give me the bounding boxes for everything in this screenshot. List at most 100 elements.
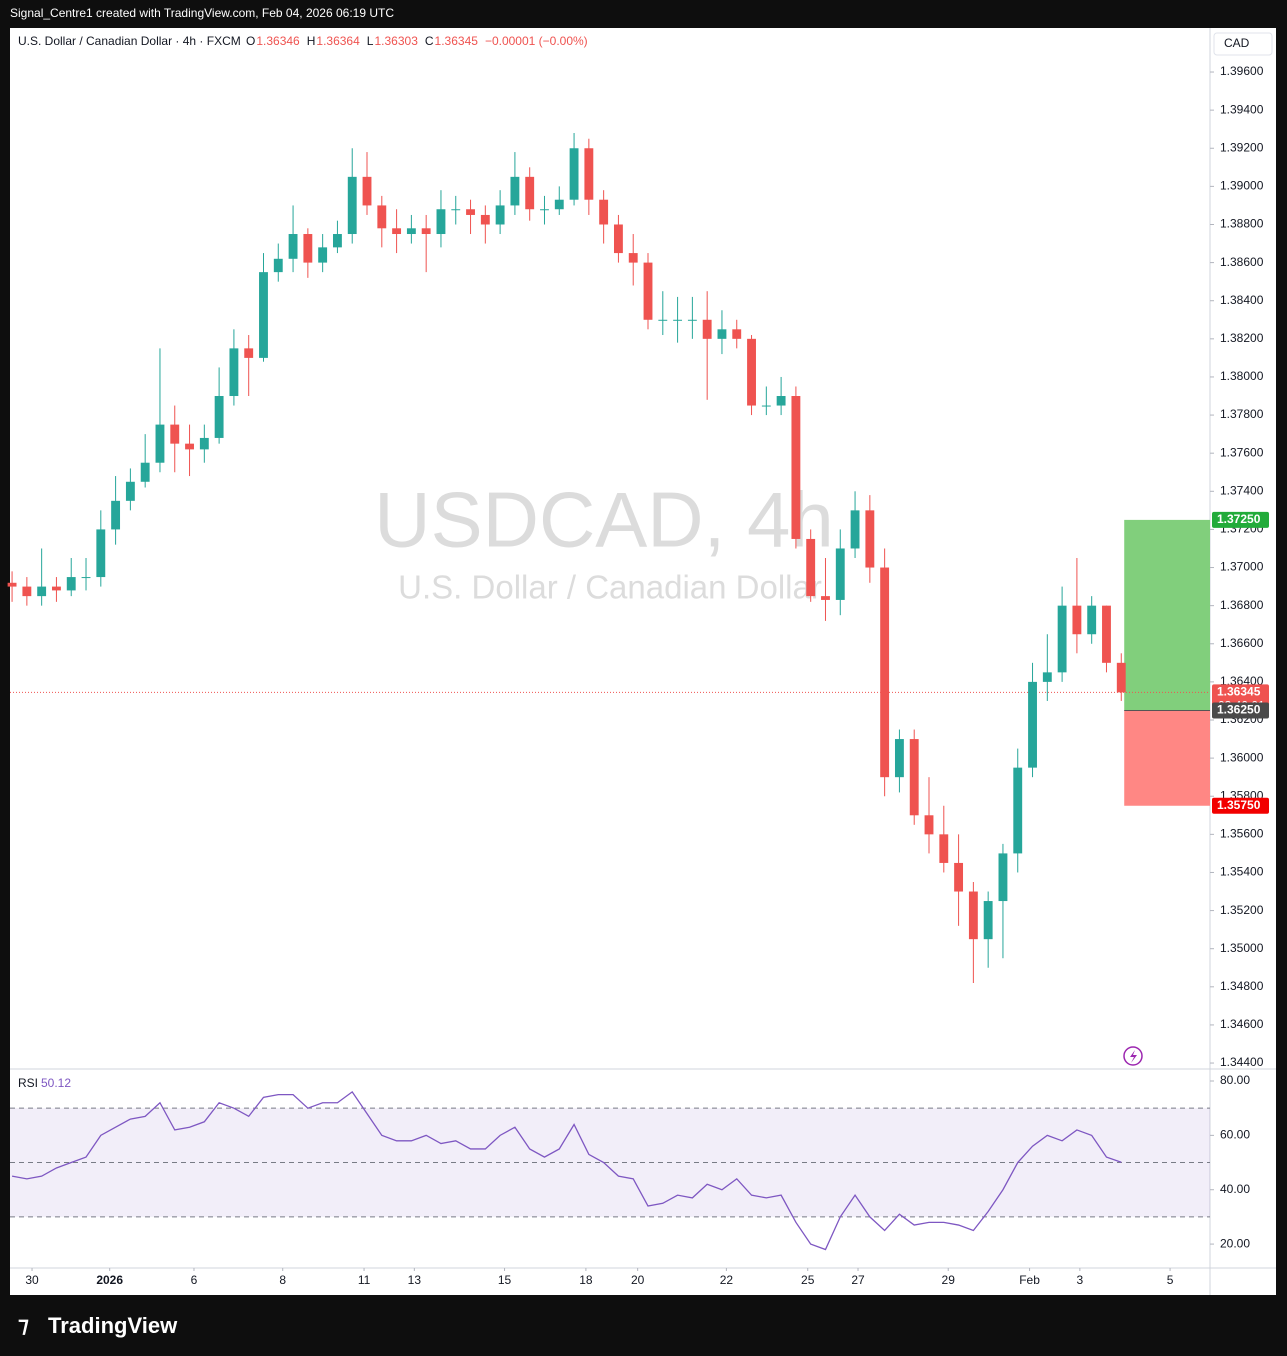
candle-body (643, 262, 653, 320)
candle-body (155, 424, 165, 463)
candle-body (1087, 605, 1097, 635)
y-tick-label: 1.38600 (1220, 255, 1264, 269)
y-tick-label: 1.37600 (1220, 445, 1264, 459)
candle-body (273, 258, 283, 273)
candle-body (96, 529, 106, 578)
candle-body (259, 272, 268, 358)
candle-body (924, 815, 934, 835)
candle-body (318, 247, 328, 263)
candle-body (362, 176, 372, 206)
candle-body (214, 396, 224, 438)
x-tick-label: 22 (720, 1273, 734, 1287)
candle-body (894, 739, 904, 778)
y-tick-label: 1.36600 (1220, 636, 1264, 650)
legend-key: C (425, 34, 434, 48)
candle-body (199, 437, 209, 450)
candle-body (377, 205, 387, 229)
currency: CAD (1224, 36, 1250, 50)
brand-logo: ⁊ (18, 1312, 29, 1337)
candle-body (7, 582, 17, 587)
y-tick-label: 1.38200 (1220, 331, 1264, 345)
candle-body (495, 205, 505, 225)
candle-body (421, 228, 431, 235)
legend-key: H (307, 34, 316, 48)
candle-body (1072, 605, 1082, 635)
lightning-icon[interactable] (1123, 1046, 1143, 1066)
candle-body (466, 209, 475, 215)
y-tick-label: 1.38000 (1220, 369, 1264, 383)
candle-body (717, 329, 727, 339)
y-tick-label: 1.35000 (1220, 941, 1264, 955)
candle-body (761, 405, 771, 407)
currency-button[interactable] (1213, 32, 1273, 56)
candle-body (436, 209, 446, 235)
candle-body (702, 319, 712, 339)
stop-zone (1124, 710, 1210, 806)
brand: TradingView (48, 1313, 178, 1338)
candle-body (909, 739, 919, 816)
candle-body (584, 148, 594, 200)
x-tick-label: 8 (279, 1273, 286, 1287)
candle-body (510, 176, 520, 206)
legend-key: O (246, 34, 255, 48)
x-tick-label: 29 (942, 1273, 956, 1287)
candle-body (687, 319, 697, 321)
candle-body (1102, 605, 1111, 663)
candle-body (806, 538, 816, 597)
candle-body (406, 228, 416, 235)
last-price-label: 1.36345 (1217, 685, 1261, 699)
watermark-ticker: USDCAD, 4h (374, 476, 833, 564)
watermark-name: U.S. Dollar / Canadian Dollar (398, 569, 822, 606)
candle-body (791, 396, 801, 539)
chart-area (10, 28, 1276, 1295)
candle-body (968, 891, 978, 940)
legend-value: 1.36345 (435, 34, 479, 48)
candle-body (244, 348, 254, 358)
y-tick-label: 1.36800 (1220, 598, 1264, 612)
y-tick-label: 1.35400 (1220, 865, 1264, 879)
x-tick-label: 20 (631, 1273, 645, 1287)
candle-body (747, 338, 756, 406)
candle-body (1042, 672, 1052, 682)
x-tick-label: 5 (1167, 1273, 1174, 1287)
candle-body (392, 228, 402, 235)
y-tick-label: 1.34600 (1220, 1017, 1264, 1031)
y-tick-label: 1.38800 (1220, 217, 1264, 231)
candle-body (1028, 681, 1037, 768)
candle-body (983, 901, 993, 940)
y-tick-label: 1.34400 (1220, 1055, 1264, 1069)
candle-body (125, 481, 135, 501)
candle-body (1116, 662, 1126, 693)
candle-body (229, 348, 239, 397)
candle-body (613, 224, 623, 254)
candle-body (835, 548, 845, 600)
candle-body (480, 214, 490, 225)
y-tick-label: 1.37800 (1220, 407, 1264, 421)
y-tick-label: 1.39600 (1220, 64, 1264, 78)
candle-body (66, 577, 76, 591)
candle-body (998, 853, 1008, 902)
rsi-value: 50.12 (41, 1076, 71, 1090)
entry-label-bg (1212, 702, 1269, 719)
candle-body (1013, 767, 1023, 854)
legend-value: 1.36346 (256, 34, 300, 48)
x-tick-label: 30 (25, 1273, 39, 1287)
candle-body (185, 443, 194, 450)
entry-label: 1.36250 (1217, 703, 1261, 717)
rsi-y-tick-label: 20.00 (1220, 1236, 1250, 1250)
legend-symbol: U.S. Dollar / Canadian Dollar · 4h · FXC… (18, 34, 241, 48)
target-label-bg (1212, 511, 1269, 528)
legend-key: L (367, 34, 374, 48)
candle-body (451, 209, 461, 211)
caption: Signal_Centre1 created with TradingView.… (10, 6, 394, 20)
candle-body (170, 424, 180, 444)
candle-body (865, 510, 875, 568)
candle-body (939, 834, 949, 863)
y-tick-label: 1.35200 (1220, 903, 1264, 917)
x-tick-label: 11 (358, 1273, 371, 1287)
legend-value: 1.36303 (374, 34, 418, 48)
candle-body (140, 462, 150, 482)
candle-body (732, 329, 742, 339)
rsi-y-tick-label: 80.00 (1220, 1073, 1250, 1087)
